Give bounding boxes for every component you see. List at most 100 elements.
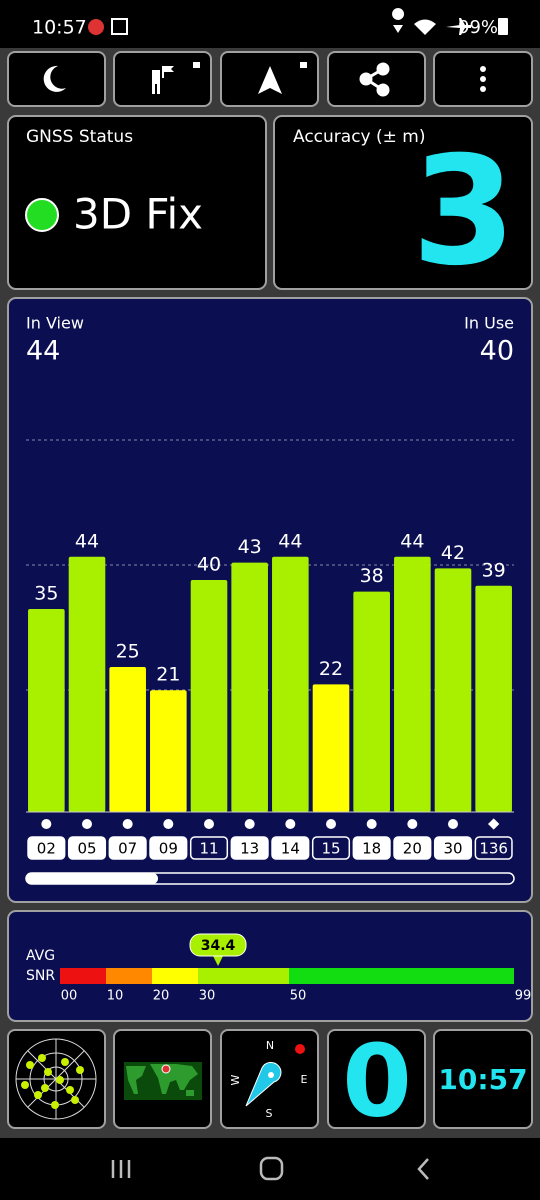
night-button[interactable] (7, 51, 106, 107)
satellite-marker (82, 819, 92, 829)
bar (475, 585, 512, 812)
category-box (433, 836, 473, 860)
accuracy-value: 3 (412, 125, 516, 299)
snr-label: AVG (26, 948, 55, 964)
accuracy-panel (273, 115, 533, 290)
bar-value-label: 21 (156, 664, 180, 686)
speed-value: 0 (342, 1022, 412, 1139)
back-button[interactable] (417, 1158, 429, 1180)
satellite-marker (204, 819, 214, 829)
airplane-icon (446, 18, 471, 35)
compass-east: E (301, 1073, 308, 1086)
bar-value-label: 38 (360, 565, 384, 587)
category-box (149, 836, 188, 860)
bar-chart: 35 02 44 05 25 07 21 09 40 11 43 13 44 14 22 15 38 18 44 20… (27, 530, 513, 860)
satellite-marker (488, 818, 500, 830)
satellite-marker (407, 819, 418, 829)
satellite-marker (448, 819, 458, 829)
battery-icon (498, 18, 508, 35)
snr-segment (106, 968, 152, 984)
menu-icon (480, 66, 486, 92)
recents-button[interactable] (111, 1160, 131, 1178)
gnss-status-panel (7, 115, 267, 290)
category-box (67, 836, 107, 860)
lock-icon (193, 62, 200, 68)
battery-level: 99% (458, 17, 498, 38)
waypoint-icon (152, 66, 174, 94)
x-tick-label: 11 (199, 840, 218, 858)
fix-indicator (25, 198, 59, 232)
snr-tick-label: 50 (290, 989, 307, 1004)
snr-segment (60, 968, 106, 984)
bar (231, 562, 268, 812)
panel-title: Accuracy (± m) (293, 127, 426, 147)
satellite-marker (122, 819, 133, 829)
snr-avg-label: 34.4 (201, 938, 236, 954)
snr-tick-label: 30 (199, 989, 216, 1004)
category-box (189, 836, 229, 860)
snr-panel (7, 910, 533, 1022)
satellite-marker (163, 819, 174, 829)
bar-value-label: 42 (441, 542, 465, 564)
speed-tile[interactable] (327, 1029, 426, 1129)
x-tick-label: 09 (159, 840, 178, 858)
x-tick-label: 18 (362, 840, 381, 858)
x-tick-label: 07 (118, 840, 137, 858)
x-tick-label: 13 (240, 840, 259, 858)
satellite-marker (326, 819, 336, 829)
category-box (27, 836, 66, 860)
bar (353, 591, 390, 812)
bar-value-label: 40 (197, 554, 221, 576)
bar (68, 556, 106, 812)
nav-bar (0, 1138, 540, 1200)
x-tick-label: 02 (37, 840, 56, 858)
nav-buttons (111, 1156, 429, 1181)
scrollbar-thumb[interactable] (26, 873, 158, 884)
home-button[interactable] (259, 1156, 284, 1181)
category-box (474, 836, 513, 860)
clock-tile[interactable] (433, 1029, 533, 1129)
in-use-label: In Use (464, 314, 514, 333)
snr-tick-label: 99 (515, 989, 532, 1004)
snr-tick-label: 10 (107, 989, 124, 1004)
x-tick-label: 136 (479, 840, 508, 858)
toolbar (7, 51, 533, 107)
status-icon (111, 18, 128, 35)
compass-south: S (266, 1107, 273, 1120)
location-icon (392, 8, 405, 33)
bar-value-label: 43 (238, 536, 262, 558)
snr-pointer (212, 954, 225, 966)
satellite-marker (366, 819, 377, 829)
x-tick-label: 14 (281, 840, 300, 858)
snr-segment (198, 968, 289, 984)
compass-pivot (268, 1072, 274, 1078)
snr-avg-box (189, 933, 247, 957)
clock-value: 10:57 (438, 1063, 527, 1096)
compass-west: W (229, 1074, 242, 1085)
bar (28, 609, 65, 812)
category-box (393, 836, 432, 860)
status-icon (88, 19, 104, 35)
waypoint-button[interactable] (113, 51, 212, 107)
bar (312, 684, 350, 812)
in-view-value: 44 (26, 336, 60, 367)
bar-value-label: 35 (34, 583, 58, 605)
satellite-marker (41, 819, 52, 829)
bar-value-label: 44 (75, 530, 99, 552)
bar-value-label: 44 (278, 530, 302, 552)
snr-segment (289, 968, 514, 984)
bar (150, 690, 187, 812)
in-view-label: In View (26, 314, 84, 333)
arrow-icon (258, 66, 282, 94)
x-tick-label: 15 (321, 840, 340, 858)
snr-segment (152, 968, 198, 984)
bar-value-label: 44 (400, 530, 424, 552)
bar-value-label: 22 (319, 658, 343, 680)
category-box (271, 836, 310, 860)
category-box (108, 836, 147, 860)
share-button[interactable] (327, 51, 426, 107)
sky-satellites (21, 1054, 84, 1109)
panel-title: GNSS Status (26, 127, 133, 147)
